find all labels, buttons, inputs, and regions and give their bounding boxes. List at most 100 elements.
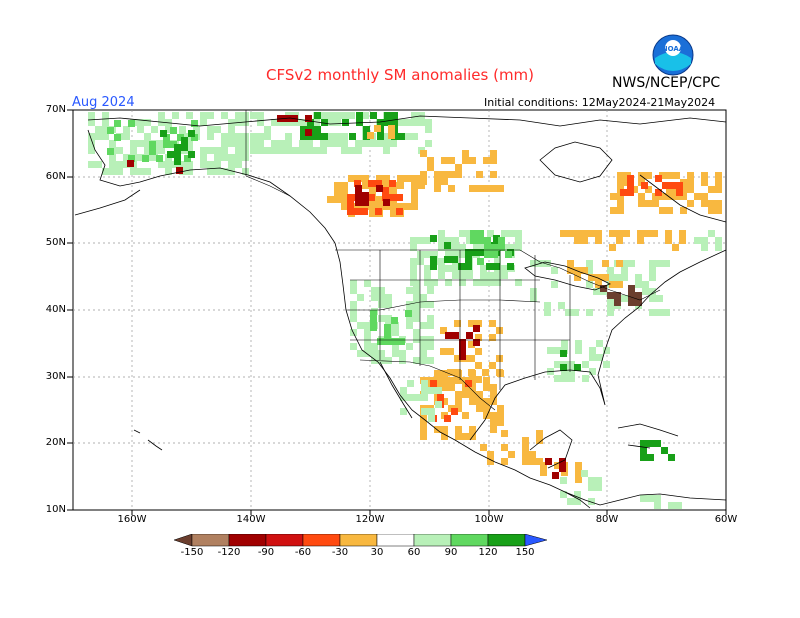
- anomaly-cell: [417, 251, 424, 258]
- anomaly-cell: [595, 281, 602, 288]
- anomaly-cell: [447, 369, 454, 376]
- anomaly-cell: [476, 398, 483, 405]
- anomaly-cell: [348, 147, 355, 154]
- anomaly-cell: [475, 334, 482, 341]
- anomaly-cell: [186, 161, 193, 168]
- anomaly-cell: [193, 126, 200, 133]
- anomaly-cell: [242, 168, 249, 175]
- anomaly-cell: [617, 207, 624, 214]
- noaa-logo: NOAA: [652, 34, 694, 76]
- anomaly-cell: [362, 112, 369, 119]
- anomaly-cell: [669, 182, 676, 189]
- anomaly-cell: [480, 272, 487, 279]
- anomaly-cell: [149, 148, 156, 155]
- anomaly-cell: [413, 329, 420, 336]
- anomaly-cell: [679, 230, 686, 237]
- anomaly-cell: [362, 203, 369, 210]
- anomaly-cell: [473, 325, 480, 332]
- anomaly-cell: [405, 310, 412, 317]
- anomaly-cell: [188, 151, 195, 158]
- anomaly-cell: [341, 140, 348, 147]
- anomaly-cell: [299, 147, 306, 154]
- anomaly-cell: [376, 185, 383, 192]
- anomaly-cell: [530, 288, 537, 295]
- anomaly-cell: [589, 368, 596, 375]
- anomaly-cell: [515, 230, 522, 237]
- anomaly-cell: [421, 387, 428, 394]
- anomaly-cell: [413, 301, 420, 308]
- anomaly-cell: [673, 193, 680, 200]
- anomaly-cell: [396, 194, 403, 201]
- anomaly-cell: [701, 237, 708, 244]
- anomaly-cell: [355, 199, 362, 206]
- anomaly-cell: [142, 155, 149, 162]
- anomaly-cell: [389, 194, 396, 201]
- anomaly-cell: [371, 350, 378, 357]
- anomaly-cell: [307, 119, 314, 126]
- anomaly-cell: [355, 203, 362, 210]
- anomaly-cell: [522, 444, 529, 451]
- anomaly-cell: [468, 320, 475, 327]
- anomaly-cell: [715, 172, 722, 179]
- anomaly-cell: [172, 112, 179, 119]
- colorbar-segment: [302, 534, 341, 547]
- anomaly-cell: [158, 147, 165, 154]
- anomaly-cell: [494, 279, 501, 286]
- anomaly-cell: [607, 292, 614, 299]
- anomaly-cell: [418, 119, 425, 126]
- anomaly-cell: [391, 338, 398, 345]
- anomaly-cell: [501, 444, 508, 451]
- anomaly-cell: [144, 119, 151, 126]
- anomaly-cell: [362, 182, 369, 189]
- anomaly-cell: [455, 433, 462, 440]
- anomaly-cell: [465, 380, 472, 387]
- anomaly-cell: [242, 112, 249, 119]
- anomaly-cell: [88, 119, 95, 126]
- anomaly-cell: [418, 182, 425, 189]
- anomaly-cell: [602, 274, 609, 281]
- colorbar-segment: [487, 534, 526, 547]
- anomaly-cell: [367, 132, 374, 139]
- anomaly-cell: [515, 244, 522, 251]
- anomaly-cell: [420, 419, 427, 426]
- anomaly-cell: [420, 178, 427, 185]
- anomaly-cell: [473, 339, 480, 346]
- anomaly-cell: [95, 133, 102, 140]
- colorbar-label: -90: [257, 547, 275, 558]
- anomaly-cell: [490, 426, 497, 433]
- anomaly-cell: [341, 133, 348, 140]
- anomaly-cell: [228, 119, 235, 126]
- anomaly-cell: [428, 408, 435, 415]
- anomaly-cell: [385, 357, 392, 364]
- anomaly-cell: [362, 175, 369, 182]
- anomaly-cell: [376, 140, 383, 147]
- anomaly-cell: [207, 147, 214, 154]
- anomaly-cell: [285, 140, 292, 147]
- anomaly-cell: [687, 179, 694, 186]
- anomaly-cell: [123, 133, 130, 140]
- anomaly-cell: [462, 391, 469, 398]
- anomaly-cell: [610, 207, 617, 214]
- anomaly-cell: [250, 147, 257, 154]
- anomaly-cell: [459, 251, 466, 258]
- anomaly-cell: [369, 189, 376, 196]
- anomaly-cell: [427, 157, 434, 164]
- anomaly-cell: [645, 172, 652, 179]
- anomaly-cell: [123, 126, 130, 133]
- colorbar-label: 150: [515, 547, 535, 558]
- axis-ticks: [67, 109, 727, 515]
- anomaly-cell: [371, 294, 378, 301]
- anomaly-cell: [174, 144, 181, 151]
- anomaly-cell: [522, 451, 529, 458]
- anomaly-cell: [515, 237, 522, 244]
- anomaly-cell: [466, 332, 473, 339]
- anomaly-cell: [396, 208, 403, 215]
- anomaly-cell: [165, 126, 172, 133]
- anomaly-cell: [427, 301, 434, 308]
- anomaly-cell: [459, 346, 466, 353]
- anomaly-cell: [654, 440, 661, 447]
- anomaly-cell: [350, 343, 357, 350]
- anomaly-cell: [404, 133, 411, 140]
- valid-month: Aug 2024: [72, 95, 135, 110]
